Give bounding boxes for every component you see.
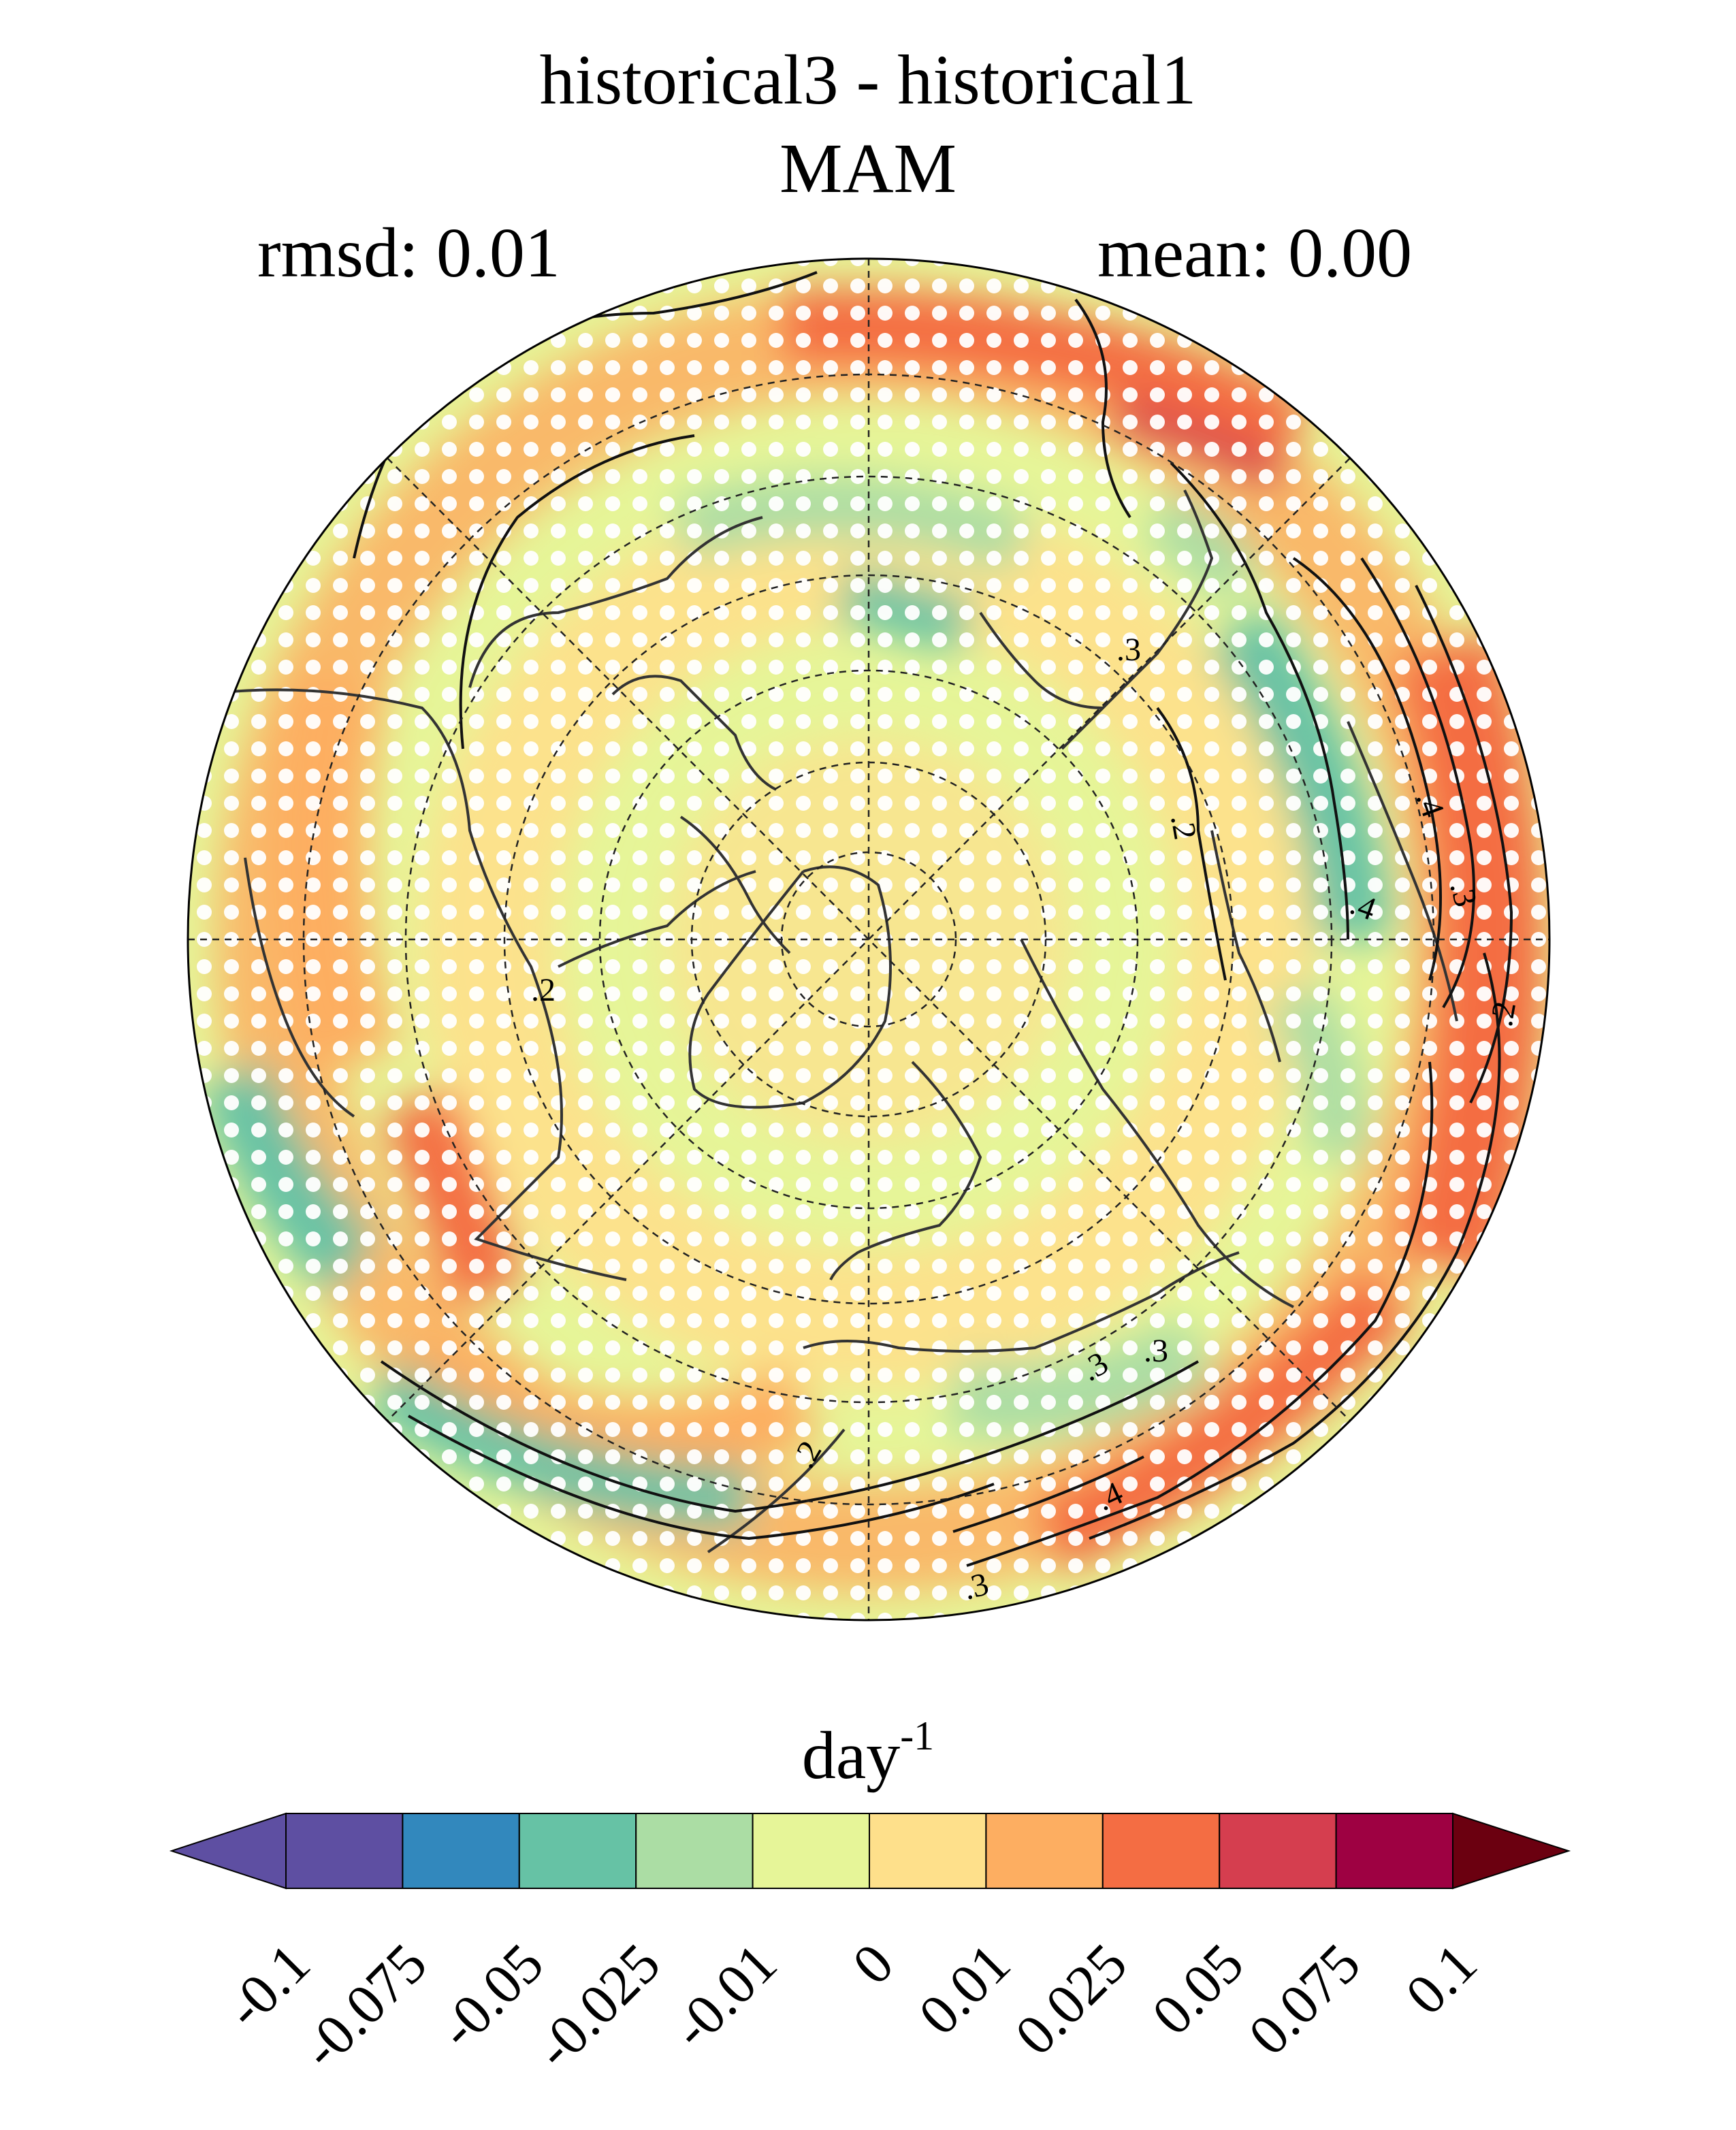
colorbar-segment bbox=[285, 1813, 404, 1889]
colorbar-segment bbox=[402, 1813, 520, 1889]
colorbar-tick-label: 0 bbox=[841, 1932, 905, 1997]
colorbar-tick-label: -0.025 bbox=[523, 1932, 672, 2081]
plot-title: historical3 - historical1 bbox=[539, 41, 1197, 119]
colorbar-tick-label: -0.075 bbox=[290, 1932, 439, 2081]
colorbar-extend-low bbox=[169, 1812, 287, 1890]
colorbar-segment bbox=[1102, 1813, 1221, 1889]
colorbar-tick-label: 0.1 bbox=[1394, 1932, 1489, 2027]
contour-label: .3 bbox=[1116, 632, 1141, 668]
colorbar-extend-high bbox=[1452, 1812, 1571, 1890]
colorbar-segment bbox=[1219, 1813, 1337, 1889]
colorbar-segment bbox=[869, 1813, 987, 1889]
rmsd-label: rmsd: 0.01 bbox=[257, 214, 560, 292]
season-label: MAM bbox=[779, 129, 957, 208]
colorbar-segment bbox=[518, 1813, 637, 1889]
map-field: .3 .4 .3 .2 .2 .4 .3 .2 .3 .2 .4 .3 bbox=[188, 259, 1549, 1620]
colorbar-tick-label: -0.01 bbox=[660, 1932, 789, 2061]
mean-label: mean: 0.00 bbox=[1097, 214, 1413, 292]
colorbar-segment bbox=[752, 1813, 870, 1889]
colorbar-segment bbox=[635, 1813, 754, 1889]
colorbar-unit: day-1 bbox=[801, 1713, 935, 1793]
map-boundary bbox=[187, 257, 1551, 1621]
colorbar-segment bbox=[985, 1813, 1104, 1889]
colorbar-tick-label: 0.05 bbox=[1140, 1932, 1256, 2048]
polar-map: .3 .4 .3 .2 .2 .4 .3 .2 .3 .2 .4 .3 bbox=[187, 257, 1551, 1621]
colorbar-tick-label: 0.025 bbox=[1003, 1932, 1139, 2067]
colorbar-segment bbox=[1335, 1813, 1453, 1889]
contour-label: .3 bbox=[1144, 1333, 1168, 1369]
colorbar-tick-label: 0.01 bbox=[907, 1932, 1023, 2048]
colorbar-tick-label: 0.075 bbox=[1237, 1932, 1372, 2067]
contour-label: .2 bbox=[531, 972, 556, 1008]
